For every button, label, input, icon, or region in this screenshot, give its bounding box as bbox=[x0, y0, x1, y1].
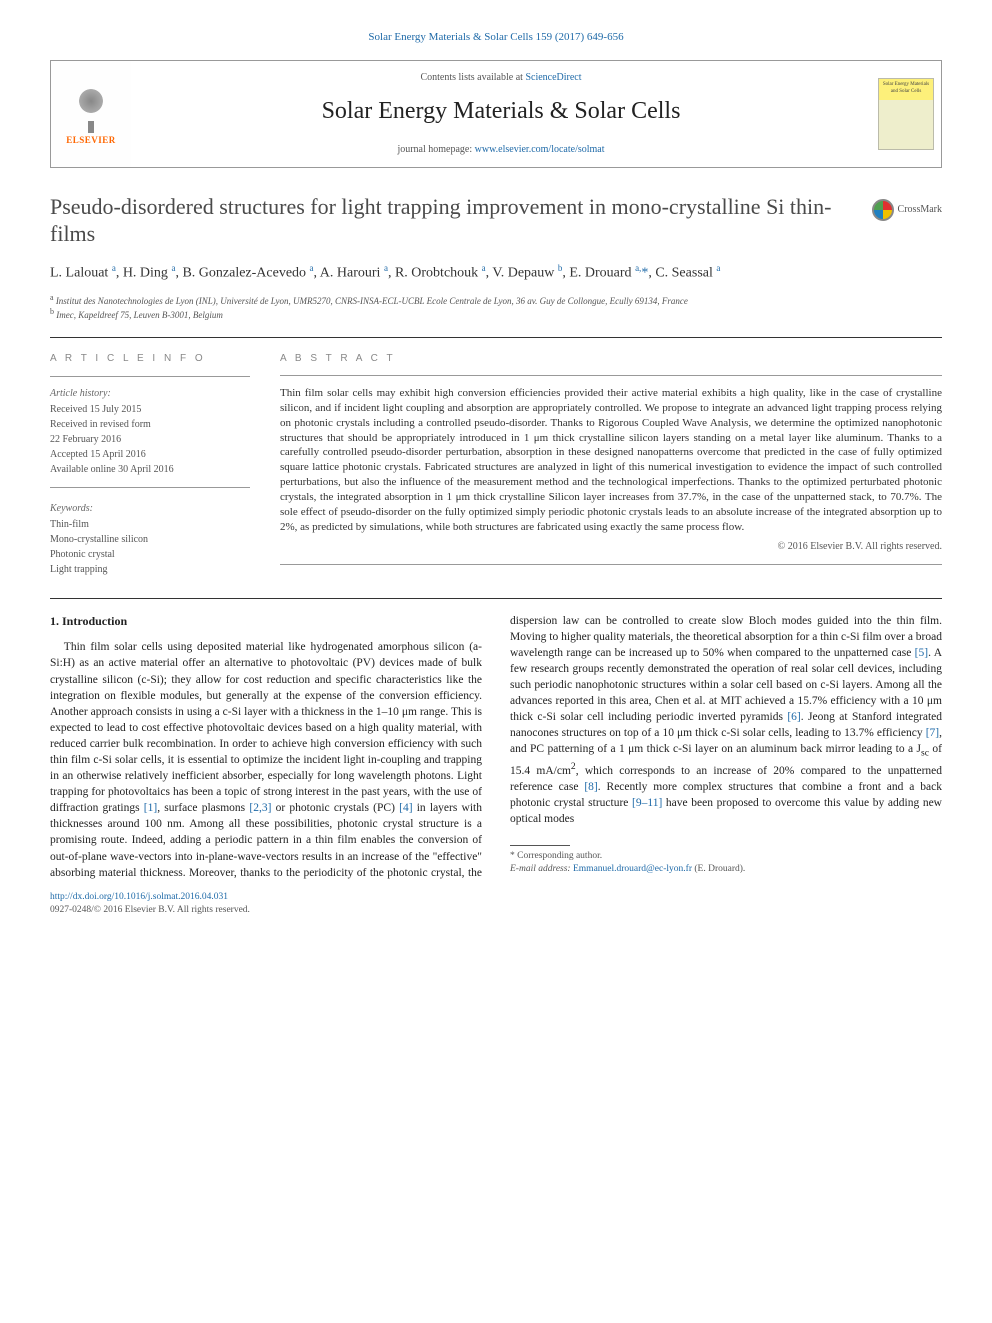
authors-list: L. Lalouat a, H. Ding a, B. Gonzalez-Ace… bbox=[50, 262, 942, 283]
affiliation-a: a Institut des Nanotechnologies de Lyon … bbox=[50, 293, 942, 307]
horizontal-rule bbox=[280, 564, 942, 565]
citation-link[interactable]: [6] bbox=[787, 711, 800, 723]
horizontal-rule bbox=[50, 598, 942, 599]
bottom-metadata: http://dx.doi.org/10.1016/j.solmat.2016.… bbox=[50, 891, 942, 918]
article-info: A R T I C L E I N F O Article history: R… bbox=[50, 352, 250, 578]
elsevier-logo[interactable]: ELSEVIER bbox=[51, 61, 131, 167]
cover-image-icon: Solar Energy Materials and Solar Cells bbox=[878, 78, 934, 150]
horizontal-rule bbox=[510, 845, 570, 846]
citation-link[interactable]: [5] bbox=[915, 647, 928, 659]
keyword: Light trapping bbox=[50, 563, 250, 577]
doi-link[interactable]: http://dx.doi.org/10.1016/j.solmat.2016.… bbox=[50, 892, 228, 902]
abstract: A B S T R A C T Thin film solar cells ma… bbox=[280, 352, 942, 578]
horizontal-rule bbox=[50, 376, 250, 377]
history-line: Accepted 15 April 2016 bbox=[50, 448, 250, 462]
header-center: Contents lists available at ScienceDirec… bbox=[131, 61, 871, 167]
section-heading: 1. Introduction bbox=[50, 613, 482, 630]
journal-header: ELSEVIER Contents lists available at Sci… bbox=[50, 60, 942, 168]
horizontal-rule bbox=[280, 375, 942, 376]
keywords-label: Keywords: bbox=[50, 502, 250, 516]
email-label: E-mail address: bbox=[510, 864, 573, 874]
copyright-line: © 2016 Elsevier B.V. All rights reserved… bbox=[280, 540, 942, 554]
journal-citation[interactable]: Solar Energy Materials & Solar Cells 159… bbox=[50, 30, 942, 45]
keyword: Thin-film bbox=[50, 518, 250, 532]
footnote-block: * Corresponding author. E-mail address: … bbox=[510, 845, 942, 877]
elsevier-tree-icon bbox=[66, 81, 116, 131]
citation-link[interactable]: [7] bbox=[926, 727, 939, 739]
contents-line: Contents lists available at ScienceDirec… bbox=[141, 71, 861, 85]
info-abstract-row: A R T I C L E I N F O Article history: R… bbox=[50, 352, 942, 578]
abstract-text: Thin film solar cells may exhibit high c… bbox=[280, 386, 942, 534]
keyword: Photonic crystal bbox=[50, 548, 250, 562]
history-line: Received 15 July 2015 bbox=[50, 403, 250, 417]
body-columns: 1. Introduction Thin film solar cells us… bbox=[50, 613, 942, 881]
email-name: (E. Drouard). bbox=[692, 864, 745, 874]
contents-prefix: Contents lists available at bbox=[420, 72, 525, 83]
corresponding-author: * Corresponding author. bbox=[510, 850, 942, 863]
affiliations: a Institut des Nanotechnologies de Lyon … bbox=[50, 293, 942, 321]
citation-link[interactable]: [4] bbox=[399, 802, 412, 814]
citation-link[interactable]: [9–11] bbox=[632, 797, 662, 809]
homepage-link[interactable]: www.elsevier.com/locate/solmat bbox=[475, 144, 605, 155]
citation-link[interactable]: [8] bbox=[584, 781, 597, 793]
body-paragraph: Thin film solar cells using deposited ma… bbox=[50, 613, 942, 881]
article-title: Pseudo-disordered structures for light t… bbox=[50, 193, 852, 248]
keyword: Mono-crystalline silicon bbox=[50, 533, 250, 547]
email-link[interactable]: Emmanuel.drouard@ec-lyon.fr bbox=[573, 864, 692, 874]
abstract-heading: A B S T R A C T bbox=[280, 352, 942, 366]
history-line: 22 February 2016 bbox=[50, 433, 250, 447]
citation-link[interactable]: [1] bbox=[144, 802, 157, 814]
citation-link[interactable]: [2,3] bbox=[249, 802, 271, 814]
history-label: Article history: bbox=[50, 387, 250, 401]
homepage-line: journal homepage: www.elsevier.com/locat… bbox=[141, 143, 861, 157]
crossmark-label: CrossMark bbox=[898, 203, 942, 217]
homepage-prefix: journal homepage: bbox=[397, 144, 474, 155]
journal-cover-thumb[interactable]: Solar Energy Materials and Solar Cells bbox=[871, 61, 941, 167]
affiliation-b: b Imec, Kapeldreef 75, Leuven B-3001, Be… bbox=[50, 307, 942, 321]
keywords-block: Keywords: Thin-film Mono-crystalline sil… bbox=[50, 502, 250, 577]
email-line: E-mail address: Emmanuel.drouard@ec-lyon… bbox=[510, 863, 942, 876]
journal-title: Solar Energy Materials & Solar Cells bbox=[141, 95, 861, 129]
info-heading: A R T I C L E I N F O bbox=[50, 352, 250, 366]
horizontal-rule bbox=[50, 487, 250, 488]
elsevier-label: ELSEVIER bbox=[66, 134, 116, 147]
crossmark-icon bbox=[872, 199, 894, 221]
history-line: Received in revised form bbox=[50, 418, 250, 432]
crossmark-badge[interactable]: CrossMark bbox=[872, 199, 942, 221]
horizontal-rule bbox=[50, 337, 942, 338]
issn-line: 0927-0248/© 2016 Elsevier B.V. All right… bbox=[50, 904, 942, 917]
history-line: Available online 30 April 2016 bbox=[50, 463, 250, 477]
sciencedirect-link[interactable]: ScienceDirect bbox=[525, 72, 581, 83]
